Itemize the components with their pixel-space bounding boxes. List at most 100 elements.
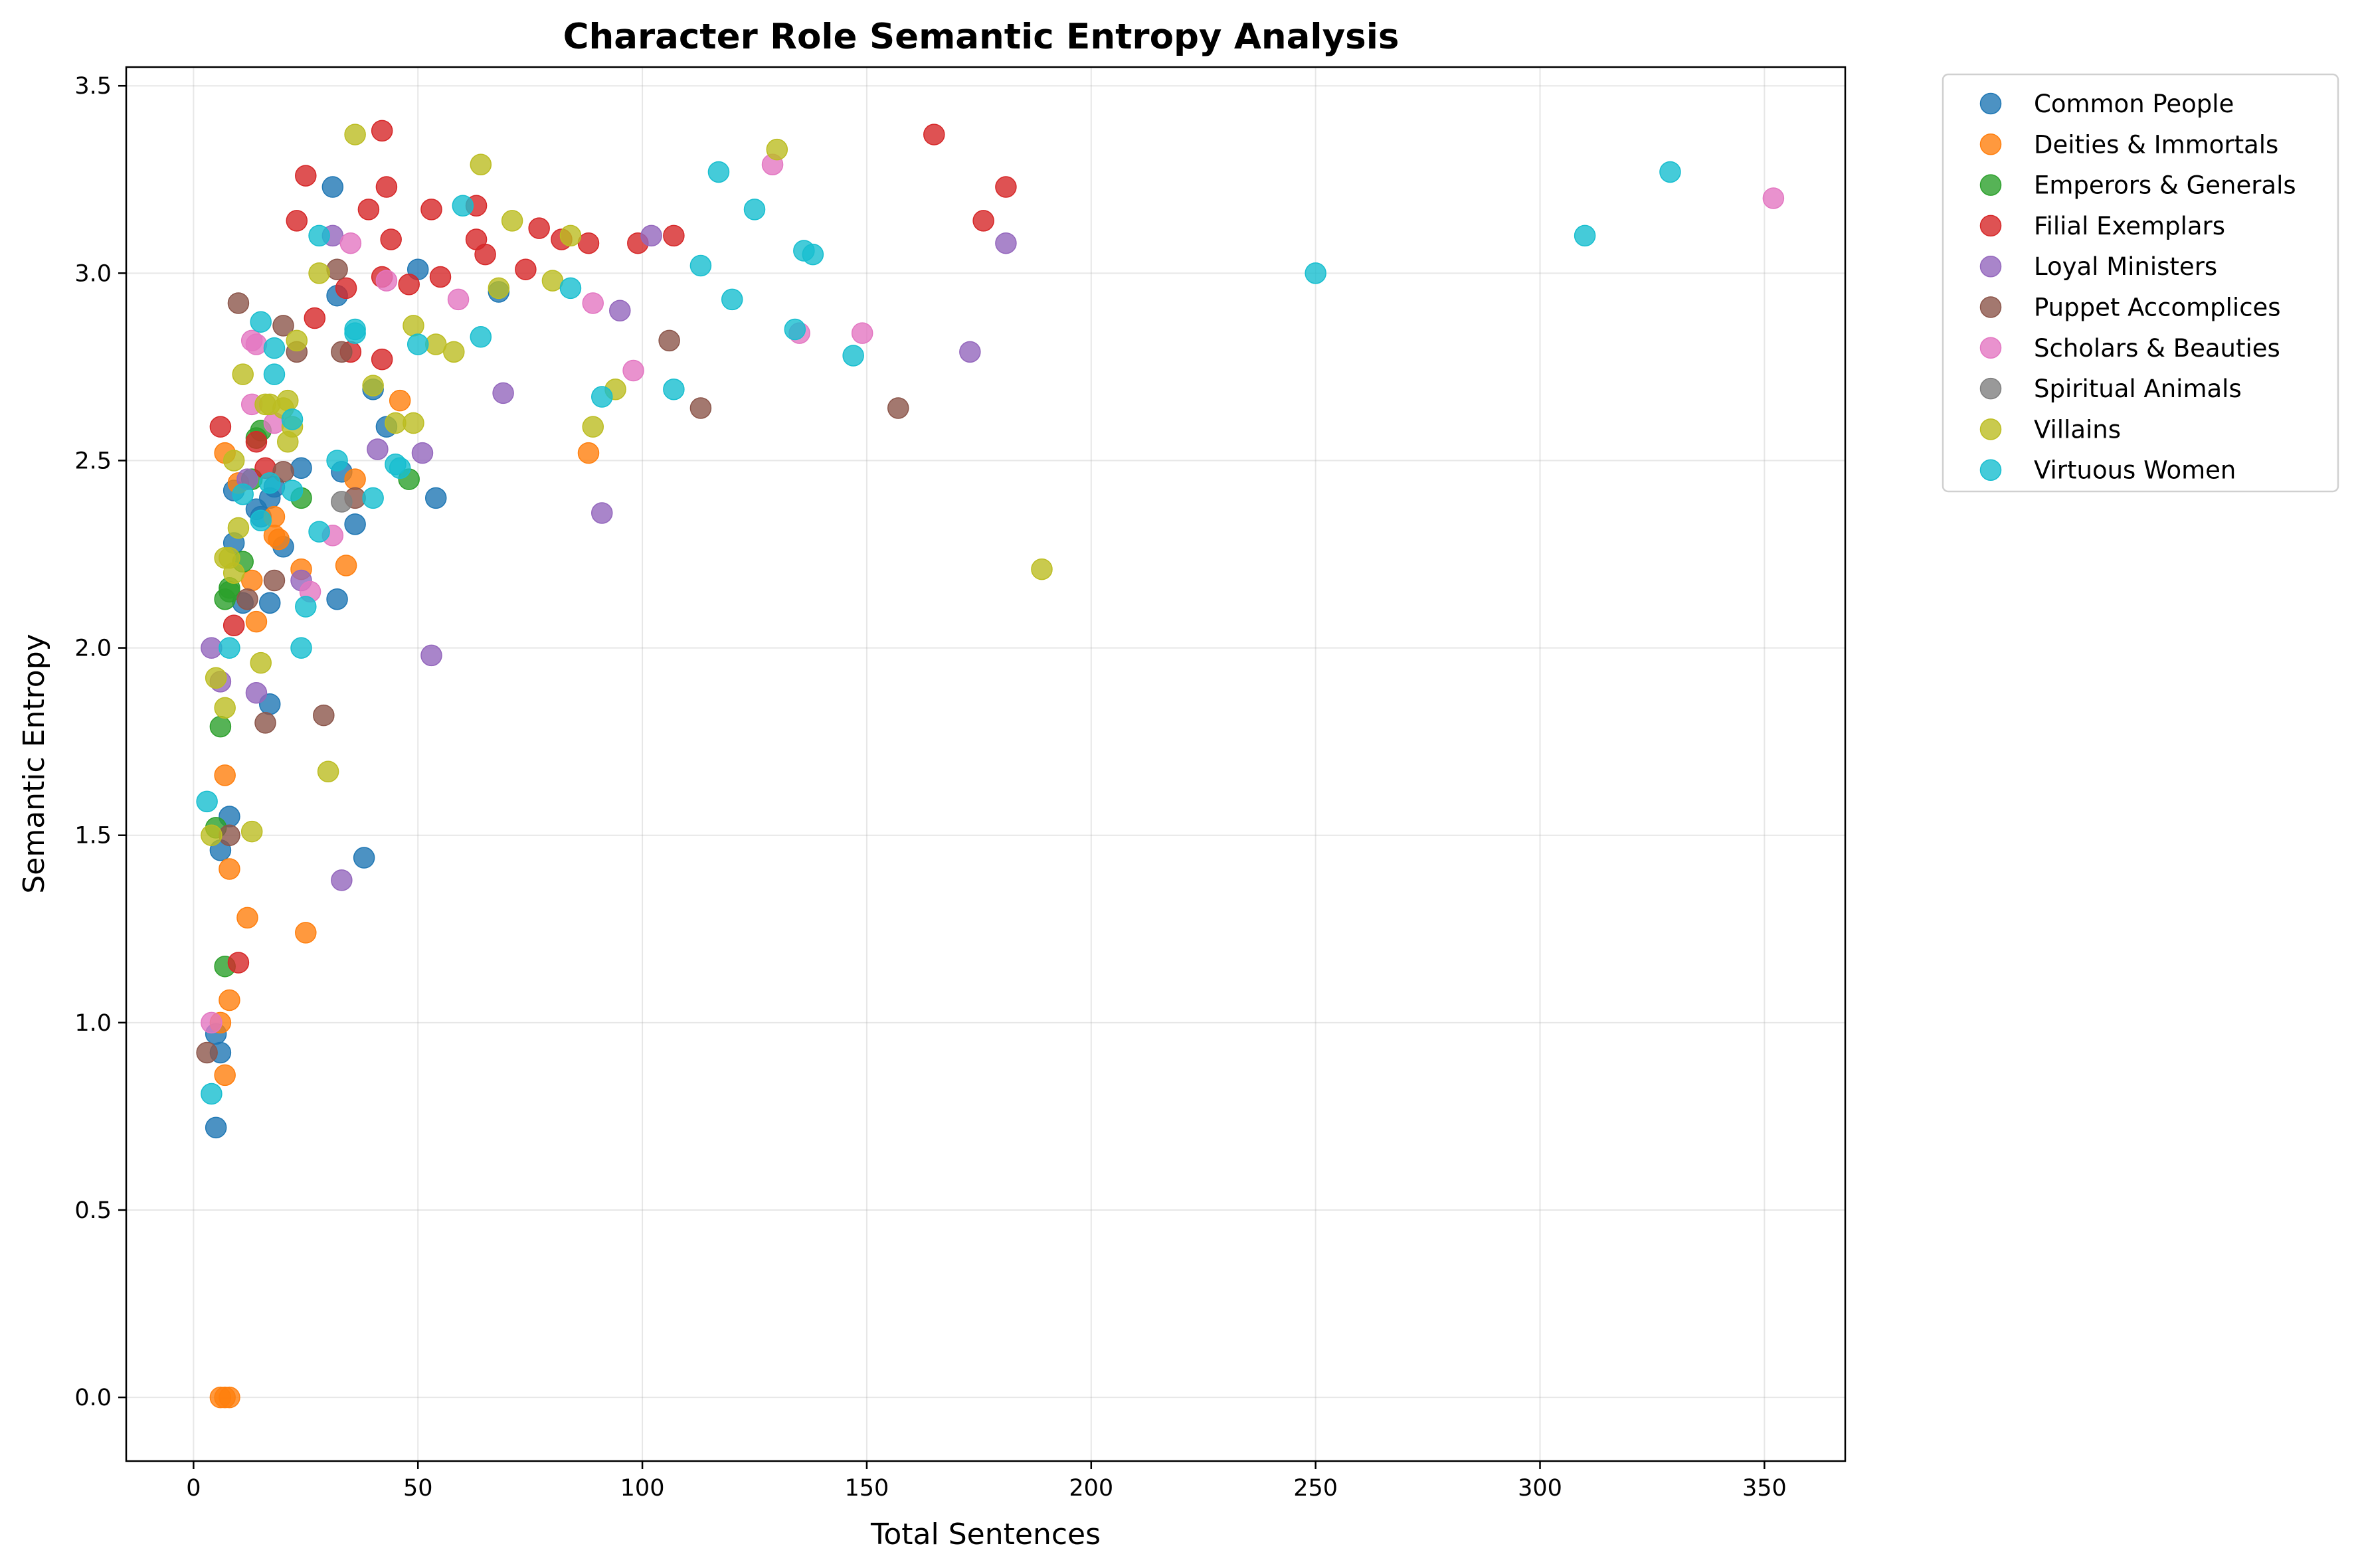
chart-title: Character Role Semantic Entropy Analysis: [563, 17, 1400, 57]
data-points: [196, 120, 1785, 1409]
y-tick-label: 1.5: [74, 823, 112, 849]
series-8: [201, 124, 1053, 846]
scatter-point: [263, 569, 286, 592]
scatter-point: [663, 224, 685, 247]
scatter-point: [232, 363, 254, 385]
scatter-point: [407, 333, 429, 355]
scatter-point: [842, 345, 864, 367]
scatter-point: [339, 232, 362, 254]
series-5: [196, 258, 909, 1064]
scatter-point: [308, 262, 330, 284]
x-tick-label: 100: [620, 1475, 665, 1502]
scatter-point: [295, 165, 317, 187]
scatter-point: [411, 442, 434, 464]
scatter-point: [640, 224, 662, 247]
scatter-point: [326, 258, 348, 280]
scatter-point: [196, 1041, 218, 1064]
scatter-point: [236, 907, 258, 929]
scatter-point: [223, 614, 245, 636]
scatter-point: [1574, 224, 1596, 247]
scatter-point: [245, 333, 268, 355]
scatter-point: [851, 322, 873, 344]
scatter-point: [214, 1064, 236, 1087]
scatter-point: [470, 153, 492, 175]
scatter-point: [371, 120, 393, 142]
scatter-point: [205, 667, 227, 689]
legend-label: Emperors & Generals: [2034, 171, 2296, 200]
scatter-point: [582, 292, 604, 314]
scatter-point: [582, 416, 604, 438]
scatter-point: [577, 442, 600, 464]
legend-label: Puppet Accomplices: [2034, 294, 2281, 322]
scatter-point: [420, 199, 442, 220]
y-tick-label: 1.0: [74, 1010, 112, 1037]
legend-marker: [1979, 459, 2002, 481]
x-tick-label: 50: [403, 1475, 433, 1502]
scatter-point: [591, 386, 613, 408]
y-tick-label: 3.5: [74, 73, 112, 100]
scatter-point: [286, 210, 308, 232]
scatter-point: [389, 389, 411, 412]
scatter-point: [362, 375, 384, 396]
scatter-point: [1659, 161, 1681, 183]
scatter-point: [223, 450, 245, 472]
scatter-point: [470, 326, 492, 348]
legend-marker: [1979, 377, 2002, 400]
scatter-point: [219, 637, 240, 659]
scatter-point: [227, 517, 250, 539]
scatter-point: [258, 592, 281, 614]
scatter-point: [362, 487, 384, 509]
scatter-point: [371, 348, 393, 371]
scatter-point: [420, 644, 442, 667]
scatter-point: [887, 397, 909, 419]
scatter-point: [290, 457, 312, 479]
x-tick-label: 350: [1742, 1475, 1787, 1502]
scatter-point: [609, 300, 631, 322]
scatter-point: [344, 513, 366, 535]
legend-marker: [1979, 296, 2002, 318]
scatter-point: [802, 243, 824, 266]
legend-label: Common People: [2034, 90, 2234, 118]
scatter-point: [1305, 262, 1326, 284]
x-tick-label: 150: [845, 1475, 889, 1502]
scatter-point: [721, 288, 743, 311]
scatter-point: [326, 450, 348, 472]
legend-marker: [1979, 174, 2002, 196]
scatter-point: [308, 521, 330, 543]
scatter-point: [245, 430, 268, 453]
legend-label: Spiritual Animals: [2034, 375, 2242, 403]
scatter-point: [281, 479, 304, 501]
legend-marker: [1979, 215, 2002, 237]
scatter-point: [389, 457, 411, 479]
scatter-point: [240, 820, 263, 843]
scatter-point: [331, 491, 353, 513]
scatter-point: [622, 359, 644, 382]
scatter-point: [317, 760, 339, 783]
scatter-point: [357, 199, 380, 220]
legend-label: Virtuous Women: [2034, 456, 2236, 485]
scatter-point: [591, 502, 613, 524]
x-tick-label: 250: [1293, 1475, 1338, 1502]
scatter-point: [205, 1116, 227, 1139]
scatter-point: [250, 509, 272, 531]
plot-frame: [125, 66, 1847, 1462]
legend-frame: [1942, 73, 2339, 493]
scatter-point: [219, 989, 240, 1011]
y-axis-label: Semantic Entropy: [17, 634, 51, 893]
scatter-point: [367, 438, 389, 460]
y-axis-ticks: 0.0 0.5 1.0 1.5 2.0 2.5 3.0 3.5: [74, 73, 126, 1411]
scatter-point: [344, 322, 366, 344]
scatter-point: [559, 277, 582, 300]
scatter-point: [424, 487, 447, 509]
scatter-point: [344, 468, 366, 490]
legend-label: Deities & Immortals: [2034, 130, 2278, 159]
scatter-point: [219, 858, 240, 880]
series-7: [331, 491, 353, 513]
legend-marker: [1979, 418, 2002, 440]
x-tick-label: 200: [1069, 1475, 1113, 1502]
scatter-point: [331, 869, 353, 891]
scatter-point: [214, 764, 236, 786]
scatter-point: [766, 138, 788, 161]
scatter-point: [344, 124, 366, 145]
